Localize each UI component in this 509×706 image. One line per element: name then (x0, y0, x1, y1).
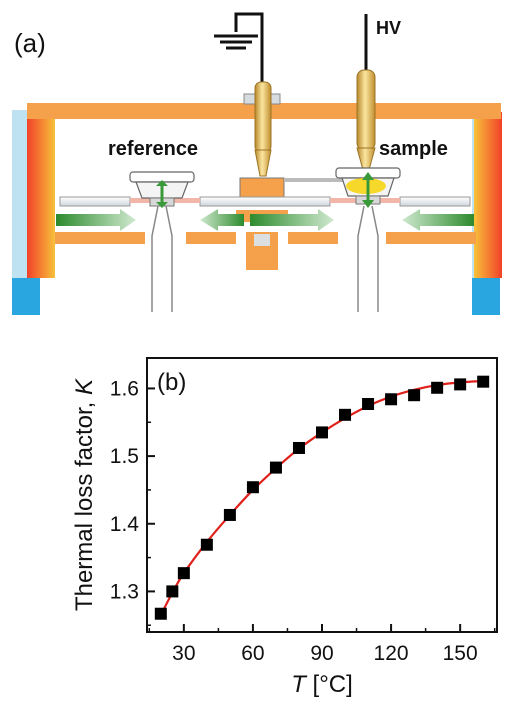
heat-flow-arrows (56, 209, 474, 231)
x-tick-label: 120 (374, 642, 409, 665)
data-points-layer (154, 375, 490, 620)
y-axis-title-text: Thermal loss factor, (71, 395, 98, 611)
data-point (477, 375, 490, 388)
reference-label: reference (108, 138, 198, 160)
lower-frame (55, 232, 476, 244)
reference-crucible (129, 171, 195, 208)
data-point (408, 389, 421, 402)
data-point (246, 481, 259, 494)
data-point (362, 398, 375, 411)
axis-ticks: 30 60 90 120 150 1.3 1.4 1.5 1.6 (110, 377, 496, 665)
y-axis-title: Thermal loss factor, K (71, 378, 98, 611)
sample-crucible (335, 167, 401, 208)
x-tick-label: 60 (241, 642, 264, 665)
hv-electrode (356, 69, 376, 171)
thermal-loss-chart: 30 60 90 120 150 1.3 1.4 1.5 1.6 (b) Thermal los… (0, 340, 509, 701)
panel-a-label: (a) (14, 28, 46, 58)
apparatus-schematic: (a) HV (0, 0, 509, 330)
fit-curve (159, 379, 484, 616)
ground-symbol (214, 12, 264, 84)
ground-electrode (243, 81, 281, 177)
data-point (154, 607, 167, 620)
left-heater (27, 112, 55, 278)
y-tick-label: 1.6 (110, 377, 139, 400)
data-point (223, 508, 236, 521)
thermocouple-stems (151, 205, 379, 312)
data-point (316, 426, 328, 439)
x-axis-title-var: T (291, 671, 308, 698)
x-axis-title: T [°C] (291, 671, 353, 698)
x-axis-title-unit: [°C] (306, 671, 353, 698)
y-tick-label: 1.4 (110, 513, 140, 536)
x-tick-label: 30 (172, 642, 195, 665)
data-point (431, 381, 444, 394)
y-tick-label: 1.5 (110, 445, 139, 468)
data-point (292, 441, 305, 454)
right-heater (474, 112, 502, 278)
apparatus-drawing: (a) HV (12, 12, 502, 315)
panel-b-label: (b) (157, 369, 186, 396)
fit-curve-layer (159, 379, 484, 616)
x-tick-label: 90 (310, 642, 333, 665)
horizontal-rods (59, 196, 471, 207)
data-point (454, 378, 467, 391)
data-point (385, 393, 398, 406)
data-point (177, 567, 190, 580)
data-point (166, 585, 179, 598)
y-tick-label: 1.3 (110, 580, 139, 603)
data-point (269, 461, 282, 474)
sample-label: sample (379, 138, 448, 160)
y-axis-title-var: K (71, 378, 98, 395)
x-tick-label: 150 (443, 642, 478, 665)
hv-label: HV (376, 18, 401, 38)
plot-frame (146, 357, 498, 633)
data-point (200, 538, 213, 551)
chart-svg: 30 60 90 120 150 1.3 1.4 1.5 1.6 (b) Thermal los… (71, 357, 498, 698)
data-point (339, 408, 352, 421)
